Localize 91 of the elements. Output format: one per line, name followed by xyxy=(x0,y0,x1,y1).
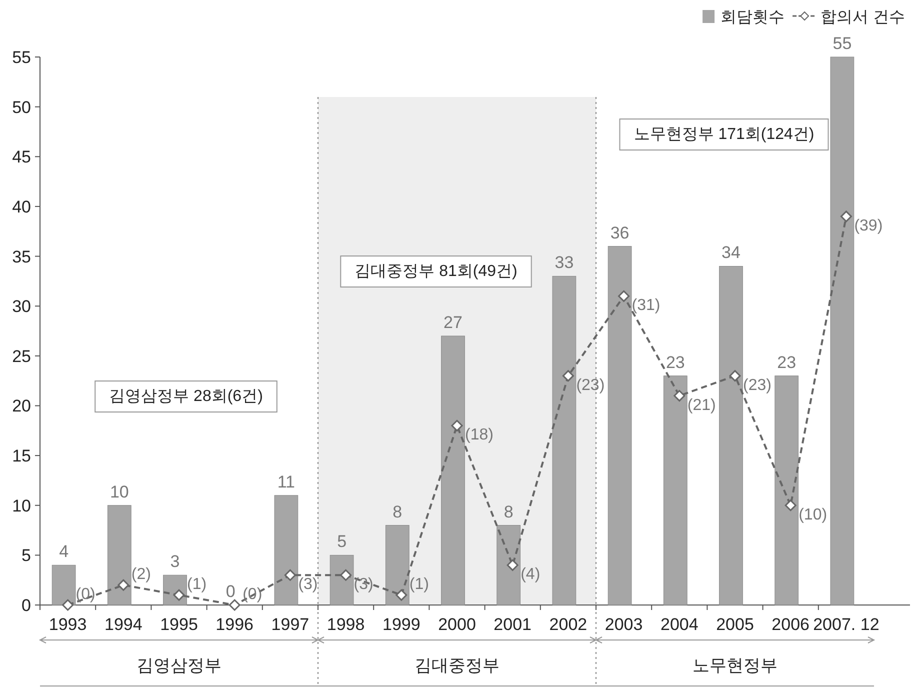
y-tick-label: 15 xyxy=(12,446,31,466)
data-label: (39) xyxy=(854,217,883,234)
bar xyxy=(274,495,298,606)
data-label: 55 xyxy=(832,34,852,53)
bar xyxy=(385,525,410,606)
data-label: (4) xyxy=(520,566,540,584)
text: 김대중정부 xyxy=(414,656,500,675)
data-label: 3 xyxy=(170,552,180,572)
data-label: (21) xyxy=(687,396,716,414)
data-label: 10 xyxy=(110,482,129,502)
data-label: 36 xyxy=(610,223,630,242)
point xyxy=(118,579,130,591)
data-label: 5 xyxy=(337,532,347,552)
y-tick-label: 5 xyxy=(22,546,31,566)
point xyxy=(396,589,408,601)
legend-label: 합의서 건수 xyxy=(820,9,905,26)
bar xyxy=(441,336,465,606)
data-label: 8 xyxy=(504,502,514,522)
bar xyxy=(774,376,799,606)
x-tick-label: 2000 xyxy=(438,615,476,634)
y-tick-label: 40 xyxy=(12,197,31,216)
x-tick-label: 1997 xyxy=(271,615,310,634)
point xyxy=(618,290,630,302)
x-tick-label: 2002 xyxy=(549,615,588,634)
x-tick-label: 1999 xyxy=(382,615,420,634)
data-label: 34 xyxy=(722,243,740,262)
y-tick-label: 25 xyxy=(12,346,31,366)
data-label: (1) xyxy=(187,576,207,594)
y-tick-label: 50 xyxy=(12,98,31,117)
x-tick-label: 2003 xyxy=(604,615,643,634)
point xyxy=(674,390,686,402)
y-tick-label: 55 xyxy=(12,48,31,67)
text: 김영삼정부 xyxy=(136,656,222,675)
point xyxy=(840,210,852,222)
bar xyxy=(52,564,76,606)
bar xyxy=(608,246,632,606)
annotation: 김영삼정부 28회(6건) xyxy=(109,388,263,405)
point xyxy=(284,569,296,581)
y-tick-label: 0 xyxy=(22,596,31,615)
x-tick-label: 1998 xyxy=(326,615,365,634)
point xyxy=(729,370,741,382)
point xyxy=(784,500,796,512)
data-label: 23 xyxy=(777,352,796,372)
data-label: (3) xyxy=(298,576,318,594)
data-label: (31) xyxy=(632,297,660,314)
x-tick-label: 2005 xyxy=(716,615,754,634)
bar xyxy=(330,554,354,606)
y-tick-label: 10 xyxy=(12,496,31,516)
data-label: 0 xyxy=(226,582,236,601)
data-label: (23) xyxy=(576,376,605,394)
annotation: 노무현정부 171회(124건) xyxy=(634,126,814,143)
data-label: 33 xyxy=(554,253,574,272)
point xyxy=(228,599,240,611)
point xyxy=(506,559,518,571)
x-tick-label: 2006 xyxy=(772,615,810,634)
data-label: (18) xyxy=(465,426,494,444)
x-tick-label: 2007. 12 xyxy=(813,615,880,634)
data-label: 8 xyxy=(392,502,402,522)
data-label: (1) xyxy=(409,576,429,594)
x-tick-label: 1993 xyxy=(48,615,87,634)
data-label: 23 xyxy=(666,352,685,372)
data-label: (2) xyxy=(131,566,151,584)
x-tick-label: 1996 xyxy=(216,615,254,634)
data-label: (3) xyxy=(354,576,374,594)
bar xyxy=(107,505,132,606)
annotation: 김대중정부 81회(49건) xyxy=(354,263,518,280)
point xyxy=(451,420,463,432)
data-label: 11 xyxy=(277,472,296,492)
data-label: 4 xyxy=(59,542,69,562)
point xyxy=(562,370,574,382)
text: 노무현정부 xyxy=(692,656,778,675)
y-tick-label: 20 xyxy=(12,396,31,416)
legend-label: 회담횟수 xyxy=(720,9,785,26)
data-label: (23) xyxy=(743,376,772,394)
bar xyxy=(552,276,576,606)
x-tick-label: 1994 xyxy=(104,615,142,634)
point xyxy=(62,599,74,611)
data-label: (10) xyxy=(798,506,828,524)
y-tick-label: 45 xyxy=(12,148,31,167)
bar xyxy=(830,56,854,606)
data-label: 27 xyxy=(444,312,462,332)
bar xyxy=(663,376,688,606)
x-tick-label: 2004 xyxy=(660,615,698,634)
data-label: (0) xyxy=(76,586,96,603)
point xyxy=(340,569,352,581)
x-tick-label: 1995 xyxy=(160,615,198,634)
x-tick-label: 2001 xyxy=(494,615,532,634)
bar xyxy=(719,266,743,606)
bar xyxy=(496,525,521,606)
y-tick-label: 35 xyxy=(12,247,31,266)
y-tick-label: 30 xyxy=(12,297,31,316)
